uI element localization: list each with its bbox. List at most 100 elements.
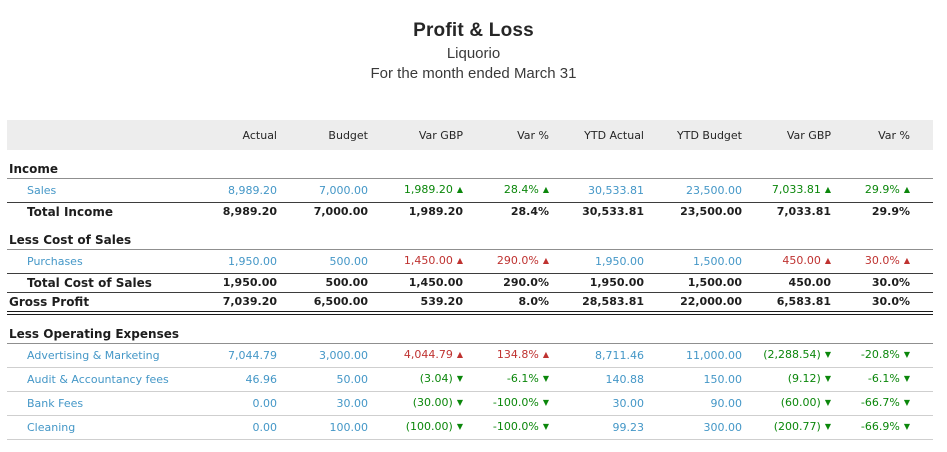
cell-value: 30.00 [612,396,645,410]
cell-ytd-budget: 23,500.00 [644,203,742,222]
cell-ytd-budget[interactable]: 300.00 [644,415,742,440]
cell-ytd-actual: 1,950.00 [549,274,644,293]
account-link-sales[interactable]: Sales [7,178,186,203]
report-header: Profit & Loss Liquorio For the month end… [0,18,947,84]
cell-value: 29.9% [871,205,910,218]
cell-value: -100.0% [492,420,539,433]
company-name: Liquorio [446,45,501,62]
row-pad [910,343,933,368]
cell-budget: 6,500.00 [277,292,368,315]
trend-up-icon: ▲ [542,185,549,194]
table-body: Income Sales 8,989.20 7,000.00 1,989.20 ▲ 28.4… [7,150,933,440]
col-header-ytd-var-gbp: Var GBP [786,128,831,142]
cell-ytd-budget[interactable]: 1,500.00 [644,249,742,274]
cell-ytd-budget[interactable]: 90.00 [644,391,743,416]
cell-value: 8,711.46 [595,348,644,362]
row-pad [910,203,933,222]
row-pad [910,391,933,416]
cell-ytd-var-pct: 29.9% ▲ [831,178,910,203]
cell-ytd-var-gbp: (2,288.54) ▼ [742,343,831,368]
cell-ytd-actual[interactable]: 8,711.46 [549,343,644,368]
cell-actual[interactable]: 0.00 [186,415,278,440]
cell-value: -66.7% [860,396,900,409]
cell-value: 28.4% [503,183,539,196]
cell-ytd-var-pct: -66.7% ▼ [831,391,910,416]
cell-value: (2,288.54) [763,348,821,361]
cell-ytd-actual[interactable]: 1,950.00 [549,249,644,274]
profit-loss-table: Actual Budget Var GBP Var % YTD Actual YTD Bu… [7,120,933,440]
cell-value: -6.1% [506,372,539,385]
section-title: Less Cost of Sales [7,221,933,250]
cell-ytd-budget[interactable]: 150.00 [644,367,743,392]
account-link-advertising-marketing[interactable]: Advertising & Marketing [7,343,186,368]
cell-ytd-var-gbp: 6,583.81 [742,292,831,315]
cell-ytd-var-gbp: 7,033.81 [742,203,831,222]
trend-down-icon: ▼ [903,374,910,383]
trend-up-icon: ▲ [456,185,463,194]
cell-value: 0.00 [252,420,278,434]
cell-value: 8.0% [518,295,549,308]
cell-value: -66.9% [860,420,900,433]
trend-down-icon: ▼ [824,350,831,359]
cell-ytd-actual[interactable]: 30,533.81 [549,178,644,203]
cell-value: 99.23 [612,420,645,434]
account-link-bank-fees[interactable]: Bank Fees [7,391,186,416]
cell-budget[interactable]: 7,000.00 [277,178,368,203]
trend-down-icon: ▼ [456,374,463,383]
cell-value: 150.00 [703,372,743,386]
cell-value: 3,000.00 [319,348,368,362]
cell-budget[interactable]: 100.00 [277,415,368,440]
trend-down-icon: ▼ [456,398,463,407]
cell-ytd-budget[interactable]: 23,500.00 [644,178,742,203]
cell-value: 90.00 [710,396,743,410]
row-label: Gross Profit [7,292,186,315]
trend-down-icon: ▼ [824,422,831,431]
cell-budget[interactable]: 30.00 [277,391,369,416]
cell-value: 29.9% [864,183,900,196]
cell-actual[interactable]: 1,950.00 [186,249,277,274]
cell-value: 11,000.00 [686,348,742,362]
cell-budget[interactable]: 500.00 [277,249,368,274]
cell-ytd-actual[interactable]: 140.88 [549,367,644,392]
cell-var-pct: 28.4% [463,203,549,222]
row-pad [910,292,933,315]
cell-actual: 8,989.20 [186,203,277,222]
cell-value: 1,450.00 [408,276,463,289]
cell-budget[interactable]: 3,000.00 [277,343,368,368]
cell-actual[interactable]: 7,044.79 [186,343,277,368]
cell-actual[interactable]: 46.96 [186,367,277,392]
cell-ytd-actual[interactable]: 30.00 [549,391,645,416]
cell-actual[interactable]: 0.00 [186,391,277,416]
cell-value: 500.00 [325,276,368,289]
cell-value: 1,950.00 [595,254,644,268]
table-row-cleaning: Cleaning 0.00 100.00 (100.00) ▼ -100.0% ▼ 99.23… [7,415,933,440]
cell-value: 7,039.20 [222,295,277,308]
trend-down-icon: ▼ [456,422,463,431]
row-pad [910,249,933,274]
trend-up-icon: ▲ [456,256,463,265]
cell-ytd-actual[interactable]: 99.23 [549,415,645,440]
col-header-pad [910,120,933,150]
account-link-audit-accountancy-fees[interactable]: Audit & Accountancy fees [7,367,186,392]
account-link-purchases[interactable]: Purchases [7,249,186,274]
cell-var-pct: -100.0% ▼ [463,415,549,440]
column-header-row: Actual Budget Var GBP Var % YTD Actual YTD Bu… [7,120,933,150]
cell-var-pct: 8.0% [463,292,549,315]
cell-value: 8,989.20 [228,183,277,197]
cell-ytd-budget[interactable]: 11,000.00 [644,343,742,368]
cell-actual[interactable]: 8,989.20 [186,178,277,203]
cell-value: 50.00 [336,372,369,386]
cell-var-pct: -100.0% ▼ [463,391,549,416]
cell-budget[interactable]: 50.00 [277,367,369,392]
cell-value: 30.00 [336,396,369,410]
cell-ytd-var-gbp: (60.00) ▼ [742,391,831,416]
account-link-cleaning[interactable]: Cleaning [7,415,186,440]
cell-ytd-var-gbp: (9.12) ▼ [742,367,831,392]
trend-up-icon: ▲ [542,350,549,359]
cell-value: -100.0% [492,396,539,409]
cell-value: 6,583.81 [776,295,831,308]
cell-var-gbp: 1,989.20 [368,203,463,222]
row-label: Total Cost of Sales [27,276,152,290]
cell-value: 30,533.81 [588,183,644,197]
col-header-var-pct: Var % [517,128,549,142]
